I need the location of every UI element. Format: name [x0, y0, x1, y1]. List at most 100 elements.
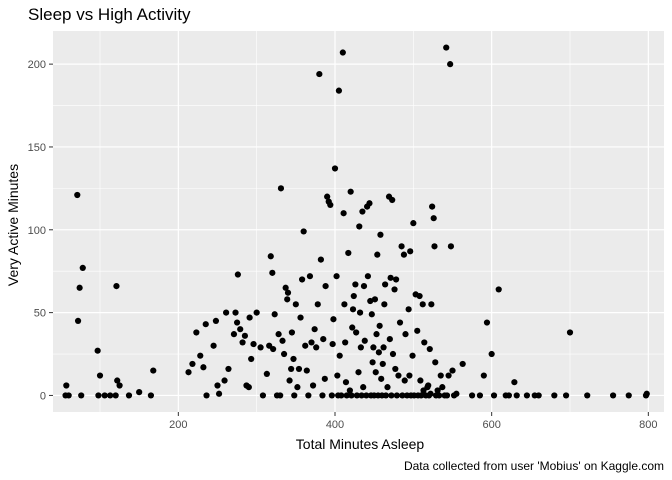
data-point [349, 324, 356, 331]
y-axis-title: Very Active Minutes [5, 164, 21, 286]
data-point [303, 367, 310, 374]
data-point [430, 215, 437, 222]
data-point [356, 309, 364, 316]
data-point [389, 196, 396, 204]
data-point [360, 384, 367, 391]
data-point [76, 284, 83, 291]
data-point [386, 336, 393, 343]
data-point [101, 392, 108, 399]
data-point [225, 365, 232, 373]
data-point [449, 367, 456, 374]
data-point [431, 243, 438, 250]
data-point [336, 352, 343, 359]
x-axis-title: Total Minutes Asleep [296, 436, 425, 452]
data-point [391, 286, 398, 293]
data-point [381, 301, 388, 308]
data-point [373, 331, 380, 338]
data-point [495, 286, 502, 293]
data-point [459, 360, 466, 368]
chart-title: Sleep vs High Activity [28, 5, 191, 24]
data-point [311, 326, 318, 333]
data-point [288, 329, 296, 336]
data-point [523, 392, 531, 399]
data-point [347, 188, 354, 195]
data-point [359, 208, 366, 215]
data-point [147, 392, 155, 399]
data-point [78, 392, 85, 399]
data-point [342, 379, 350, 386]
data-point [511, 379, 518, 386]
data-point [114, 377, 121, 384]
data-point [292, 301, 299, 308]
data-point [248, 355, 255, 363]
data-point [357, 344, 364, 351]
data-point [447, 61, 454, 68]
data-point [215, 390, 223, 397]
data-point [322, 283, 329, 290]
y-tick-label: 50 [34, 308, 46, 320]
data-point [445, 372, 452, 379]
data-point [352, 281, 359, 288]
data-point [392, 365, 399, 373]
data-point [277, 185, 285, 192]
data-point [302, 342, 309, 349]
data-point [329, 340, 336, 348]
data-point [609, 392, 617, 399]
data-point [308, 339, 315, 346]
data-point [505, 392, 512, 399]
plot-panel [53, 31, 664, 412]
data-point [241, 332, 249, 339]
data-point [250, 340, 257, 348]
data-point [203, 392, 210, 399]
data-point [368, 311, 375, 318]
x-tick-label: 200 [169, 419, 187, 431]
x-tick-label: 800 [639, 419, 657, 431]
data-point [345, 249, 352, 257]
axis-ticks: 200 400 600 800 0 50 100 150 200 [28, 59, 658, 431]
data-point [239, 339, 246, 346]
data-point [291, 392, 298, 399]
data-point [350, 292, 357, 300]
data-point [584, 392, 591, 399]
y-tick-label: 0 [40, 390, 46, 402]
data-point [94, 347, 101, 354]
data-point [364, 273, 371, 280]
data-point [380, 344, 387, 351]
data-point [270, 345, 277, 353]
data-point [335, 87, 343, 94]
data-point [360, 283, 368, 290]
data-point [269, 269, 276, 276]
data-point [112, 392, 119, 399]
data-points [62, 44, 650, 399]
data-point [343, 392, 350, 399]
data-point [382, 392, 390, 399]
data-point [401, 377, 408, 384]
data-point [259, 392, 267, 399]
data-point [95, 392, 102, 399]
data-point [453, 390, 460, 397]
data-point [299, 276, 306, 283]
chart-caption: Data collected from user 'Mobius' on Kag… [404, 459, 664, 473]
data-point [355, 369, 362, 376]
data-point [230, 331, 238, 338]
data-point [370, 344, 377, 351]
data-point [286, 377, 293, 384]
data-point [348, 392, 355, 399]
data-point [410, 220, 417, 227]
data-point [349, 306, 357, 313]
data-point [535, 392, 542, 399]
data-point [210, 342, 217, 349]
data-point [426, 345, 433, 353]
minor-gridlines [53, 31, 664, 412]
data-point [399, 392, 406, 399]
data-point [189, 360, 196, 368]
data-point [488, 350, 495, 358]
data-point [400, 251, 408, 258]
data-point [284, 289, 292, 296]
data-point [333, 273, 340, 280]
data-point [185, 369, 192, 376]
data-point [267, 253, 274, 260]
data-point [428, 301, 435, 308]
y-tick-label: 100 [28, 225, 46, 237]
